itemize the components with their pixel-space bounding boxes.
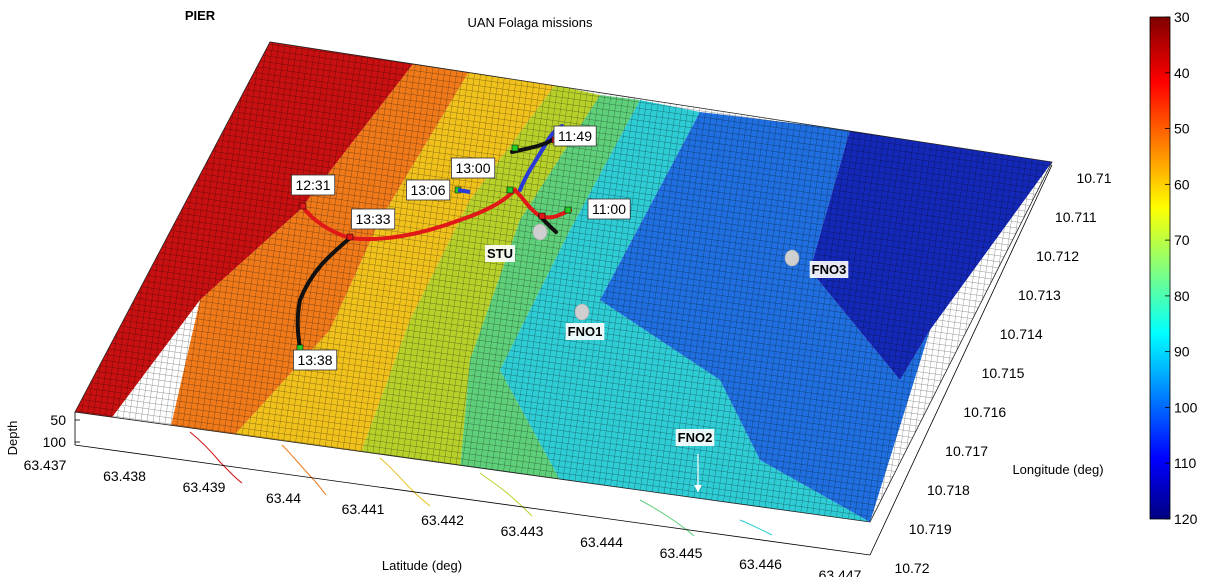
colorbar [1149,16,1171,520]
mission-marker [506,186,514,194]
mission-marker [564,206,572,214]
y-tick-label: 10.717 [945,443,988,459]
latitude-ticks: 63.437 63.438 63.439 63.44 63.441 63.442 63.44… [24,457,862,577]
time-label: 11:49 [558,128,592,144]
time-callout: 13:38 [293,349,338,371]
time-label: 13:33 [355,211,390,227]
colorbar-tick-label: 110 [1174,455,1197,471]
colorbar-tick-label: 100 [1174,399,1198,415]
y-tick-label: 10.719 [909,521,952,537]
contour-line [281,444,327,496]
x-tick-label: 63.439 [183,479,226,495]
colorbar-tick-label: 40 [1174,65,1190,81]
x-tick-label: 63.446 [739,556,782,572]
time-label: 13:06 [410,182,445,198]
time-callout: 13:06 [406,179,451,201]
x-tick-label: 63.444 [580,534,623,550]
time-label-box [451,157,496,179]
contour-line [479,472,533,517]
time-label-box [553,125,597,147]
time-label: 13:00 [455,160,490,176]
site-marker [574,303,590,321]
time-callout: 12:31 [291,174,336,196]
x-tick-label: 63.438 [103,468,146,484]
time-label-box [351,208,396,230]
time-label: 11:00 [592,201,626,217]
surface-outline [74,41,1053,523]
y-tick-label: 10.72 [894,560,929,576]
z-tick-label: 50 [50,412,66,428]
colorbar-tick-label: 120 [1174,511,1198,527]
z-tick-label: 100 [43,434,67,450]
mission-marker [538,212,546,220]
time-callout: 11:49 [553,125,597,147]
x-tick-label: 63.443 [501,523,544,539]
sites: PIER STU FNO1 FNO2 FNO3 [185,8,849,492]
site-label: STU [487,246,513,261]
time-label-box [291,174,336,196]
site-label: FNO1 [568,324,603,339]
y-axis-label: Longitude (deg) [1012,462,1103,477]
time-callout: 11:00 [587,198,631,220]
site-label-bg [809,261,849,278]
colorbar-ticks: 30 40 50 60 70 80 90 100 110 120 [1165,9,1198,527]
site-label: PIER [185,8,216,23]
y-tick-label: 10.715 [982,365,1025,381]
x-tick-label: 63.437 [24,457,67,473]
x-tick-label: 63.445 [660,545,703,561]
axes [74,164,1053,556]
contour-line [639,499,695,537]
time-label: 13:38 [297,352,332,368]
mission-marker [511,144,519,152]
x-tick-label: 63.44 [266,490,301,506]
time-label: 12:31 [295,177,330,193]
colorbar-tick-label: 30 [1174,9,1190,25]
site-label: FNO3 [812,262,847,277]
site-label-bg [675,429,715,446]
site-label: FNO2 [678,430,713,445]
y-tick-label: 10.714 [1000,326,1043,342]
contour-line [379,457,431,507]
site-label-bg [565,323,605,340]
x-tick-label: 63.442 [421,512,464,528]
colorbar-tick-label: 90 [1174,344,1190,360]
chart-title: UAN Folaga missions [468,15,593,30]
time-callout: 13:00 [451,157,496,179]
site-arrow-head [694,485,702,492]
y-tick-label: 10.716 [963,404,1006,420]
time-callouts: 11:49 13:00 13:06 12:31 13:33 11:00 13:38 [291,125,631,371]
time-label-box [406,179,451,201]
site-marker [532,223,548,241]
y-tick-label: 10.711 [1055,209,1097,225]
mission-marker [299,202,307,210]
x-axis-label: Latitude (deg) [382,558,462,573]
y-tick-label: 10.71 [1076,170,1111,186]
time-callout: 13:33 [351,208,396,230]
y-tick-label: 10.712 [1036,248,1079,264]
site-marker [784,249,800,267]
colorbar-tick-label: 50 [1174,121,1190,137]
contour-line [739,519,773,536]
colorbar-tick-label: 60 [1174,176,1190,192]
longitude-ticks: 10.71 10.711 10.712 10.713 10.714 10.715 10.71… [894,170,1111,576]
y-tick-label: 10.713 [1018,287,1061,303]
mission-marker [346,233,354,241]
x-tick-label: 63.441 [342,501,385,517]
y-tick-label: 10.718 [927,482,970,498]
vehicle-track [457,188,471,194]
x-tick-label: 63.447 [819,567,862,577]
colorbar-tick-label: 70 [1174,232,1190,248]
z-axis-label: Depth [5,421,20,456]
site-label-bg [485,245,515,262]
colorbar-tick-label: 80 [1174,288,1190,304]
contour-line [189,431,243,484]
time-label-box [293,349,338,371]
time-label-box [587,198,631,220]
